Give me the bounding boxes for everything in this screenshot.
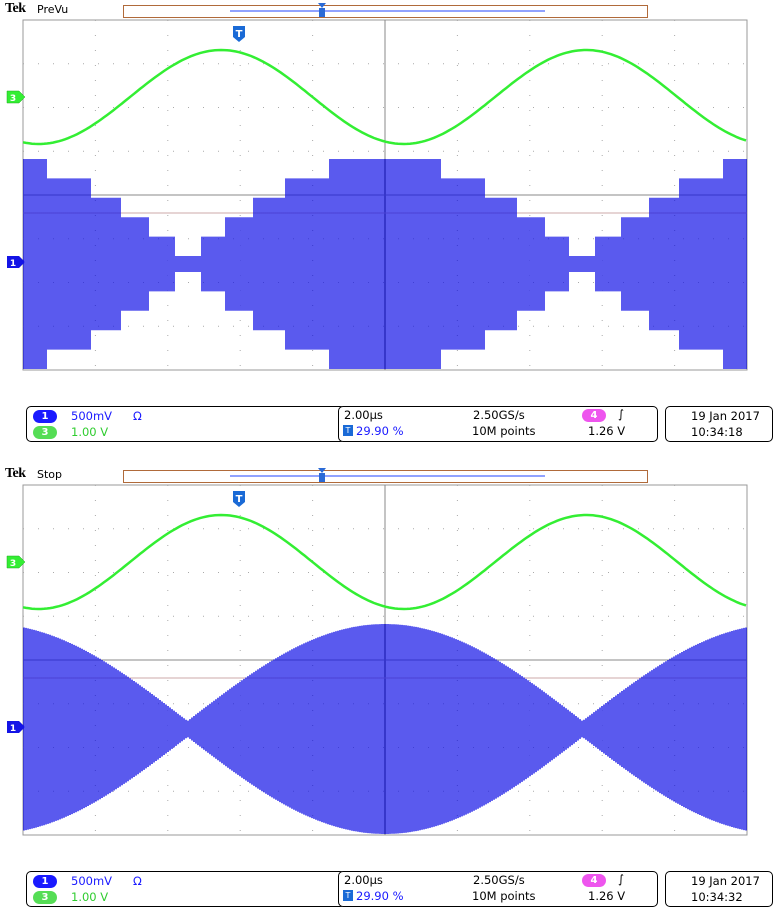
datetime-panel: 19 Jan 2017 10:34:18 [665,406,773,442]
date-readout: 19 Jan 2017 [691,874,760,888]
trigger-position-value: 29.90 % [356,424,404,438]
sample-rate: 2.50GS/s [473,408,525,422]
ch3-scale: 1.00 V [71,890,109,904]
trigger-position-marker[interactable]: T [233,26,245,42]
record-length: 10M points [472,424,536,438]
tek-logo: Tek [5,1,26,16]
trigger-position-marker[interactable]: T [233,491,245,507]
ch1-scale: 500mV [71,874,113,888]
ch1-ground-marker[interactable]: 1 [7,721,25,734]
datetime-panel: 19 Jan 2017 10:34:32 [665,871,773,907]
ch1-trace-path [23,159,747,369]
acquisition-state: PreVu [37,3,69,16]
ch1-coupling: Ω [133,409,142,423]
ch3-trace [22,513,747,611]
trigger-source-badge: 4 [582,874,606,887]
ch1-trace [23,624,747,834]
ch1-ground-marker[interactable]: 1 [7,256,25,269]
trigger-slope-icon: ∫ [618,872,624,886]
time-readout: 10:34:18 [691,425,743,439]
ch3-badge: 3 [33,426,57,439]
ch1-badge: 1 [33,875,57,888]
channel-readout-panel[interactable]: 1 500mV Ω 3 1.00 V [26,406,358,442]
record-window-marker[interactable] [319,473,325,482]
readout-bar: 1 500mV Ω 3 1.00 V 2.00µs T 29.90 % 2.50… [24,406,775,442]
waveform-display: T 3 1 [6,3,748,371]
record-length: 10M points [472,889,536,903]
date-readout: 19 Jan 2017 [691,409,760,423]
trigger-level: 1.26 V [588,889,626,903]
tek-logo: Tek [5,466,26,481]
ch3-badge: 3 [33,891,57,904]
acquisition-state: Stop [37,468,63,481]
timebase-value: 2.00µs [344,873,383,887]
waveform-display: T 3 1 [6,468,748,836]
record-trigger-pointer [318,468,326,473]
ch1-badge: 1 [33,410,57,423]
time-readout: 10:34:32 [691,890,743,904]
trigger-pos-icon: T [343,425,353,436]
svg-text:3: 3 [10,559,16,569]
trigger-slope-icon: ∫ [618,407,624,421]
svg-text:1: 1 [10,259,16,269]
ch1-coupling: Ω [133,874,142,888]
horizontal-readout-panel[interactable]: 2.00µs T 29.90 % 2.50GS/s 10M points 4 ∫… [338,871,664,907]
ch3-ground-marker[interactable]: 3 [6,90,26,104]
trigger-pos-icon: T [343,890,353,901]
timebase-value: 2.00µs [344,408,383,422]
sample-rate: 2.50GS/s [473,873,525,887]
svg-text:3: 3 [10,94,16,104]
ch3-ground-marker[interactable]: 3 [6,555,26,569]
channel-readout-panel[interactable]: 1 500mV Ω 3 1.00 V [26,871,358,907]
ch3-trace [22,48,747,146]
svg-text:1: 1 [10,724,16,734]
horizontal-readout-panel[interactable]: 2.00µs T 29.90 % 2.50GS/s 10M points 4 ∫… [338,406,664,442]
ch1-scale: 500mV [71,409,113,423]
record-trigger-pointer [318,3,326,8]
trigger-source-badge: 4 [582,409,606,422]
readout-bar: 1 500mV Ω 3 1.00 V 2.00µs T 29.90 % 2.50… [24,871,775,907]
ch1-trace-path [23,624,747,834]
scope-screen-prevu: Tek PreVu T 3 1 1 500mV [0,0,775,459]
svg-text:T: T [236,494,243,505]
record-window-marker[interactable] [319,8,325,17]
ch1-trace [23,159,747,369]
svg-text:T: T [236,29,243,40]
scope-screen-stop: Tek Stop T 3 1 1 500mV Ω 3 [0,465,775,924]
ch3-scale: 1.00 V [71,425,109,439]
trigger-level: 1.26 V [588,424,626,438]
trigger-position-value: 29.90 % [356,889,404,903]
